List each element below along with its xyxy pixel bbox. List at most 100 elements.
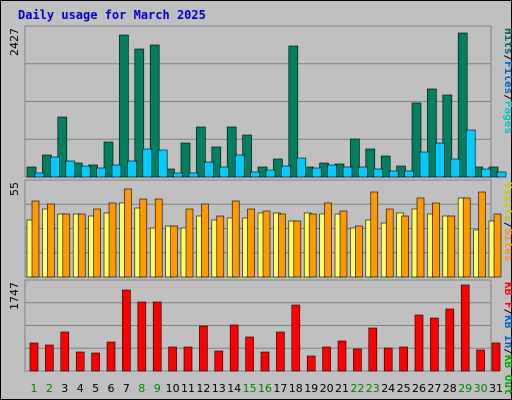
bar-files xyxy=(435,142,445,178)
bar-files xyxy=(96,167,106,178)
bar-hits xyxy=(288,45,299,178)
bar-kb-f xyxy=(168,346,177,372)
bar-sites xyxy=(77,213,86,278)
bar-files xyxy=(419,151,430,178)
x-tick-label: 20 xyxy=(320,382,334,395)
legend-entry: / xyxy=(502,55,512,62)
x-tick-label: 11 xyxy=(181,382,195,395)
x-tick-label: 27 xyxy=(427,382,441,395)
bar-files xyxy=(265,169,276,178)
bar-kb-f xyxy=(337,340,347,372)
x-tick-label: 8 xyxy=(138,382,145,395)
bar-hits xyxy=(411,102,422,178)
x-tick-label: 18 xyxy=(289,382,303,395)
bar-files xyxy=(157,149,168,178)
bar-kb-f xyxy=(430,317,439,372)
x-tick-label: 29 xyxy=(458,382,472,395)
bar-hits xyxy=(103,141,114,178)
bar-sites xyxy=(447,215,456,278)
chart-title: Daily usage for March 2025 xyxy=(18,8,206,22)
bar-sites xyxy=(108,202,117,278)
legend-entry: Files xyxy=(502,61,512,94)
legend-entry: / xyxy=(502,222,512,229)
bar-files xyxy=(111,164,122,178)
legend-top: Hits/Files/Pages xyxy=(502,28,512,134)
bar-sites xyxy=(401,215,409,278)
bar-files xyxy=(496,171,507,178)
x-tick-label: 3 xyxy=(61,382,68,395)
bar-kb-f xyxy=(460,284,470,372)
bar-files xyxy=(173,172,183,178)
bar-files xyxy=(342,166,353,178)
x-tick-label: 1 xyxy=(31,382,38,395)
bar-kb-f xyxy=(137,301,147,372)
bar-kb-f xyxy=(399,346,408,372)
y-axis-max-label: 1747 xyxy=(8,282,21,310)
bar-files xyxy=(250,171,260,178)
bar-files xyxy=(80,165,91,178)
legend-middle: Visits/Sites xyxy=(502,182,512,262)
bar-files xyxy=(219,166,230,178)
x-tick-label: 31 xyxy=(489,382,503,395)
bar-hits xyxy=(442,94,453,178)
x-tick-label: 25 xyxy=(397,382,411,395)
bar-kb-f xyxy=(199,325,208,372)
legend-entry: KB Out xyxy=(502,355,512,395)
bar-kb-f xyxy=(122,289,131,372)
bar-files xyxy=(50,156,60,178)
x-tick-label: 7 xyxy=(123,382,130,395)
bar-hits xyxy=(380,155,391,178)
bar-sites xyxy=(293,220,302,278)
bar-sites xyxy=(493,213,502,278)
bar-sites xyxy=(385,208,394,278)
legend-entry: KB In xyxy=(502,315,512,348)
bar-kb-f xyxy=(183,346,193,372)
bar-kb-f xyxy=(276,331,285,372)
bar-kb-f xyxy=(91,352,100,372)
bar-kb-f xyxy=(152,301,162,372)
bar-kb-f xyxy=(229,324,239,372)
bar-sites xyxy=(62,213,71,278)
legend-bottom: KB F/KB In/KB Out xyxy=(502,282,512,395)
x-tick-label: 30 xyxy=(474,382,488,395)
bar-sites xyxy=(432,202,440,278)
bar-files xyxy=(311,167,322,178)
bar-files xyxy=(65,160,76,178)
bar-files xyxy=(373,168,384,178)
bar-files xyxy=(481,168,491,178)
x-tick-label: 26 xyxy=(412,382,426,395)
bar-sites xyxy=(170,225,178,278)
bar-files xyxy=(404,170,414,178)
bar-sites xyxy=(47,203,55,278)
x-tick-label: 15 xyxy=(243,382,257,395)
x-tick-label: 12 xyxy=(196,382,210,395)
bar-kb-f xyxy=(260,351,270,372)
bar-files xyxy=(450,158,461,178)
bar-sites xyxy=(216,215,225,278)
bar-sites xyxy=(262,210,271,278)
bar-kb-f xyxy=(60,331,70,372)
x-tick-label: 16 xyxy=(258,382,272,395)
bar-kb-f xyxy=(245,336,254,372)
bar-sites xyxy=(339,210,348,278)
bar-sites xyxy=(185,208,194,278)
bar-hits xyxy=(119,34,129,178)
bar-kb-f xyxy=(491,342,501,372)
legend-entry: / xyxy=(502,94,512,101)
bar-files xyxy=(34,172,45,178)
bar-sites xyxy=(124,188,132,278)
bar-kb-f xyxy=(445,308,455,372)
x-tick-label: 9 xyxy=(154,382,161,395)
bar-hits xyxy=(196,126,206,178)
bar-sites xyxy=(231,200,240,278)
bar-hits xyxy=(226,126,237,178)
bar-hits xyxy=(134,48,145,178)
bar-hits xyxy=(457,32,468,178)
legend-entry: Hits xyxy=(502,28,512,55)
bar-kb-f xyxy=(75,351,85,372)
bar-hits xyxy=(350,138,360,178)
bar-kb-f xyxy=(353,348,362,372)
bar-hits xyxy=(180,142,191,178)
bar-kb-f xyxy=(106,341,116,372)
bar-kb-f xyxy=(368,327,378,372)
